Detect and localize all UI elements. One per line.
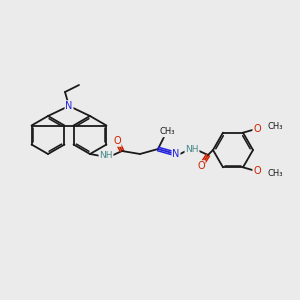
Text: O: O [197,161,205,171]
Text: O: O [253,124,261,134]
Text: NH: NH [99,152,113,160]
Text: N: N [172,149,180,159]
Text: O: O [113,136,121,146]
Text: N: N [65,101,73,111]
Text: NH: NH [185,146,199,154]
Text: CH₃: CH₃ [159,128,175,136]
Text: CH₃: CH₃ [268,169,283,178]
Text: O: O [253,166,261,176]
Text: CH₃: CH₃ [268,122,283,131]
